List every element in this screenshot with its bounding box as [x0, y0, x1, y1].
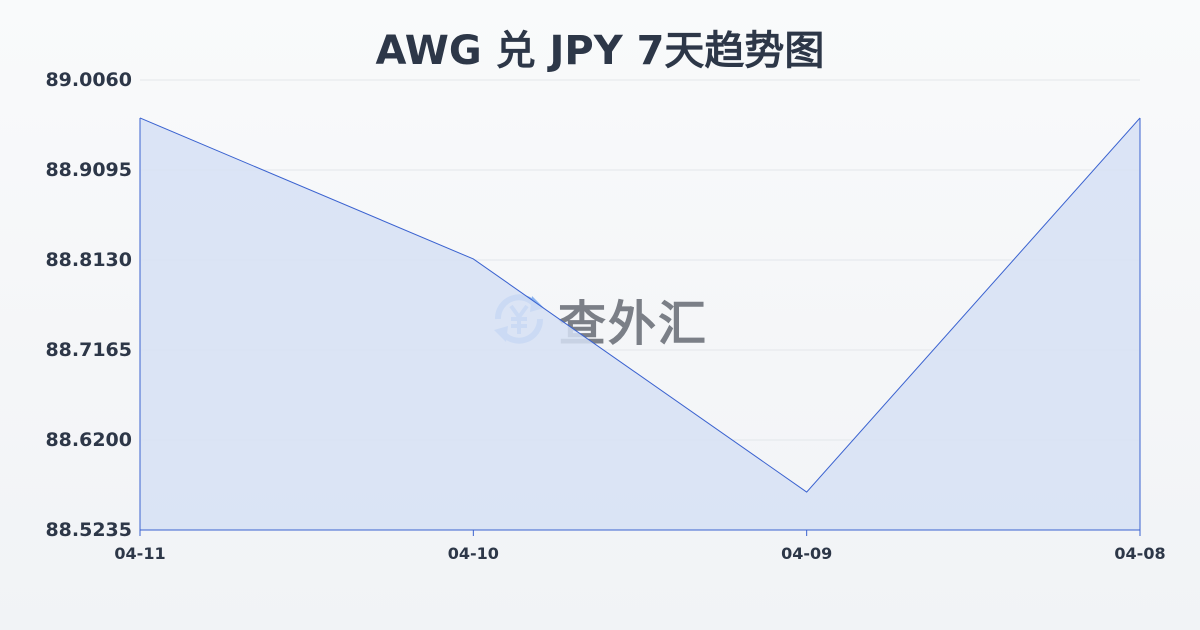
x-tick-label: 04-11: [114, 544, 165, 563]
y-tick-label: 88.5235: [45, 519, 132, 541]
y-tick-label: 88.7165: [45, 339, 132, 361]
x-tick-label: 04-09: [781, 544, 832, 563]
x-tick-label: 04-08: [1114, 544, 1165, 563]
area-fill: [140, 117, 1140, 530]
y-tick-label: 89.0060: [45, 69, 132, 91]
y-tick-label: 88.9095: [45, 159, 132, 181]
y-tick-label: 88.8130: [45, 249, 132, 271]
y-tick-label: 88.6200: [45, 429, 132, 451]
series-line: [139, 117, 1141, 493]
x-tick-label: 04-10: [448, 544, 499, 563]
chart-title: AWG 兑 JPY 7天趋势图: [375, 28, 825, 74]
